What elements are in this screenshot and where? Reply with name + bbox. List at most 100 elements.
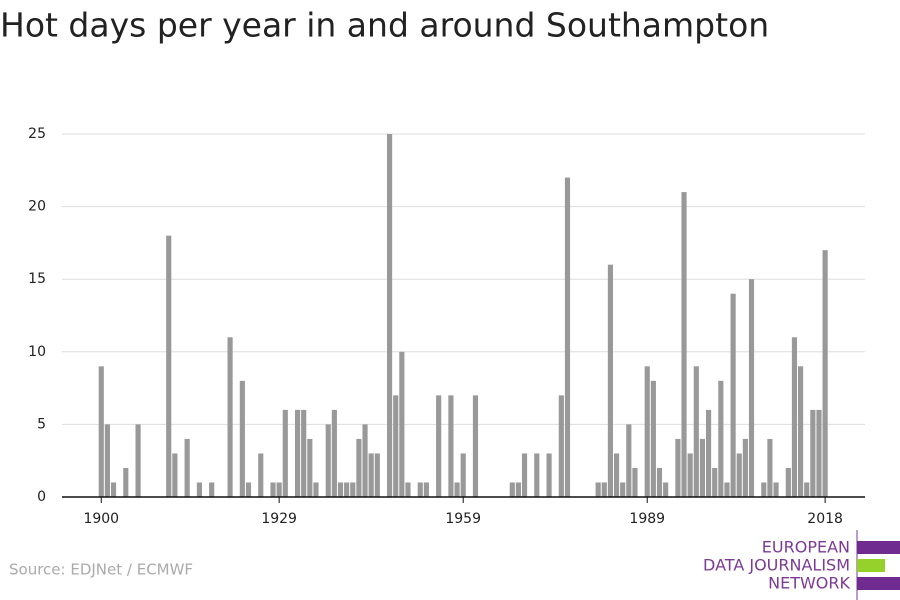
bar — [693, 366, 699, 497]
bar — [785, 467, 791, 497]
bar — [196, 482, 202, 497]
bar — [405, 482, 411, 497]
bar — [472, 395, 479, 497]
bar — [423, 482, 429, 497]
x-tick-label: 1929 — [261, 511, 297, 527]
bar — [675, 438, 681, 497]
bar — [460, 453, 466, 497]
x-tick-label: 1989 — [629, 511, 665, 527]
bar — [558, 395, 564, 497]
y-tick-label: 20 — [28, 199, 46, 215]
x-tick-label: 1900 — [83, 511, 119, 527]
bar — [123, 467, 129, 497]
bar — [534, 453, 540, 497]
bar — [258, 453, 264, 497]
y-tick-label: 5 — [37, 416, 46, 432]
logo-bar — [857, 559, 885, 572]
bar — [172, 453, 178, 497]
bar — [399, 351, 405, 497]
bar — [644, 366, 650, 497]
bar — [712, 467, 718, 497]
bar — [282, 409, 288, 497]
bar — [546, 453, 552, 497]
bar — [601, 482, 607, 497]
bar — [761, 482, 767, 497]
y-tick-label: 0 — [37, 489, 46, 505]
bar — [742, 438, 748, 497]
bar — [294, 409, 301, 497]
bar — [166, 235, 172, 497]
y-tick-label: 10 — [28, 344, 46, 360]
logo-text: DATA JOURNALISM — [703, 556, 850, 575]
bar — [337, 482, 344, 497]
bar — [564, 177, 571, 497]
bar — [98, 366, 104, 497]
bar — [607, 264, 613, 497]
bar — [681, 192, 687, 497]
bar — [822, 250, 828, 497]
logo-text: NETWORK — [768, 574, 850, 593]
bar — [393, 395, 399, 497]
bar — [509, 482, 515, 497]
y-tick-label: 25 — [28, 126, 46, 142]
bar — [301, 409, 307, 497]
x-tick-label: 1959 — [445, 511, 481, 527]
bar — [650, 380, 656, 497]
bar — [356, 438, 362, 497]
bar — [632, 467, 638, 497]
bar — [387, 134, 393, 497]
bar — [454, 482, 460, 497]
logo-bar — [857, 577, 900, 590]
bar — [736, 453, 742, 497]
bar — [705, 409, 712, 497]
bar — [276, 482, 282, 497]
bar — [436, 395, 442, 497]
bar — [331, 409, 337, 497]
bar — [313, 482, 319, 497]
bar — [724, 482, 730, 497]
bar — [521, 453, 528, 497]
bar — [270, 482, 276, 497]
bar — [810, 409, 816, 497]
bar — [699, 438, 706, 497]
bar — [344, 482, 350, 497]
bar — [350, 482, 356, 497]
bar — [595, 482, 601, 497]
bar — [613, 453, 620, 497]
bar — [307, 438, 313, 497]
bar — [798, 366, 804, 497]
bar — [110, 482, 117, 497]
bar — [748, 279, 755, 497]
bar — [804, 482, 810, 497]
bar — [245, 482, 252, 497]
bar — [227, 337, 233, 497]
bar — [620, 482, 626, 497]
bar — [767, 438, 773, 497]
bar — [626, 424, 632, 497]
bar — [374, 453, 380, 497]
bar — [791, 337, 798, 497]
bar — [135, 424, 141, 497]
bar — [184, 438, 190, 497]
bar — [515, 482, 521, 497]
bar — [687, 453, 693, 497]
bar — [718, 380, 724, 497]
x-tick-label: 2018 — [807, 511, 843, 527]
bar — [104, 424, 110, 497]
bar — [417, 482, 423, 497]
bar — [239, 380, 245, 497]
bar — [663, 482, 669, 497]
logo-text: EUROPEAN — [762, 538, 850, 557]
bar — [368, 453, 374, 497]
source: Source: EDJNet / ECMWF — [9, 561, 193, 579]
bar — [448, 395, 454, 497]
bar — [816, 409, 822, 497]
bar — [325, 424, 331, 497]
chart-title: Hot days per year in and around Southamp… — [0, 6, 769, 45]
y-tick-label: 15 — [28, 271, 46, 287]
logo-bar — [857, 541, 900, 554]
bar — [656, 467, 663, 497]
bar — [209, 482, 215, 497]
bar — [362, 424, 368, 497]
